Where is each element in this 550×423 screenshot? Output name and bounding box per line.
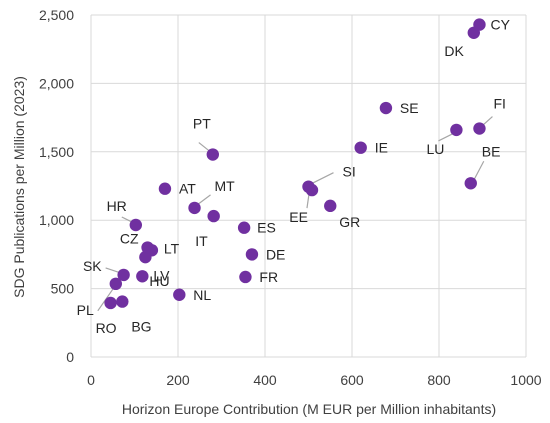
tick-labels: 0 200 400 600 800 1000 0 500 1,000 1,500 2,000 2,50… (39, 7, 542, 388)
point-lu (450, 123, 463, 137)
point-label-at: AT (179, 181, 196, 197)
point-label-mt: MT (215, 178, 236, 194)
point-labels: CY DK SE FI LU IE PT BE SI AT EE GR MT IT HR ES CZ LT DE LV… (77, 17, 511, 336)
point-label-se: SE (400, 100, 419, 116)
point-label-fi: FI (493, 96, 505, 112)
point-label-ro: RO (96, 320, 117, 336)
point-label-ee: EE (289, 209, 308, 225)
grid (90, 14, 527, 358)
leader-line-be (473, 160, 485, 181)
leader-line-lu (438, 133, 453, 142)
point-se (379, 101, 393, 115)
point-ee (305, 183, 319, 197)
leader-line-mt (198, 194, 211, 205)
y-tick-label: 2,000 (39, 75, 74, 91)
y-tick-label: 500 (51, 281, 75, 297)
leader-line-pt (198, 142, 210, 152)
x-tick-label: 600 (340, 372, 364, 388)
leader-line-ee (306, 194, 310, 209)
point-label-si: SI (343, 164, 356, 180)
point-at (158, 182, 172, 195)
point-label-bg: BG (131, 319, 151, 335)
point-label-pt: PT (193, 116, 211, 132)
point-label-lv: LV (153, 267, 170, 283)
point-nl (173, 288, 186, 301)
y-tick-label: 0 (66, 349, 74, 365)
point-label-cz: CZ (120, 231, 139, 247)
point-label-be: BE (482, 143, 501, 159)
point-de (245, 248, 259, 261)
y-tick-label: 2,500 (39, 7, 74, 23)
point-hr (129, 218, 143, 232)
point-label-de: DE (266, 246, 285, 262)
point-label-nl: NL (193, 287, 211, 303)
point-label-lt: LT (164, 240, 180, 256)
x-tick-label: 0 (87, 372, 95, 388)
point-fi (473, 122, 486, 135)
point-ie (354, 141, 367, 154)
point-lv (136, 270, 149, 283)
point-label-gr: GR (339, 214, 360, 230)
point-label-fr: FR (259, 269, 278, 285)
x-tick-label: 1000 (510, 372, 541, 388)
point-ro (104, 296, 117, 310)
point-label-dk: DK (444, 43, 464, 59)
point-es (237, 221, 251, 234)
point-bg (116, 295, 129, 308)
point-label-hr: HR (107, 198, 127, 214)
point-label-cy: CY (490, 17, 510, 33)
x-tick-label: 800 (427, 372, 451, 388)
point-gr (324, 199, 337, 213)
x-tick-label: 400 (253, 372, 277, 388)
y-tick-label: 1,500 (39, 144, 74, 160)
leader-line-hr (121, 216, 133, 223)
x-tick-label: 200 (166, 372, 190, 388)
point-hu (139, 250, 152, 264)
point-label-sk: SK (83, 258, 102, 274)
point-label-ie: IE (375, 140, 388, 156)
point-label-hu: HU (149, 273, 169, 289)
point-be (464, 177, 477, 190)
leader-line-si (311, 172, 334, 185)
y-axis-title: SDG Publications per Million (2023) (11, 76, 27, 298)
point-label-it: IT (195, 233, 208, 249)
point-sk (117, 268, 130, 282)
x-axis-title: Horizon Europe Contribution (M EUR per M… (122, 401, 496, 417)
point-label-lu: LU (426, 141, 444, 157)
point-label-es: ES (257, 220, 276, 236)
point-it (207, 209, 220, 223)
point-mt (188, 201, 201, 215)
point-pl (109, 277, 122, 291)
point-fr (239, 270, 252, 284)
point-dk (467, 26, 480, 39)
point-label-pl: PL (77, 302, 94, 318)
point-pt (206, 148, 219, 161)
y-tick-label: 1,000 (39, 212, 74, 228)
data-points (104, 18, 486, 310)
leader-line-fi (482, 116, 493, 126)
